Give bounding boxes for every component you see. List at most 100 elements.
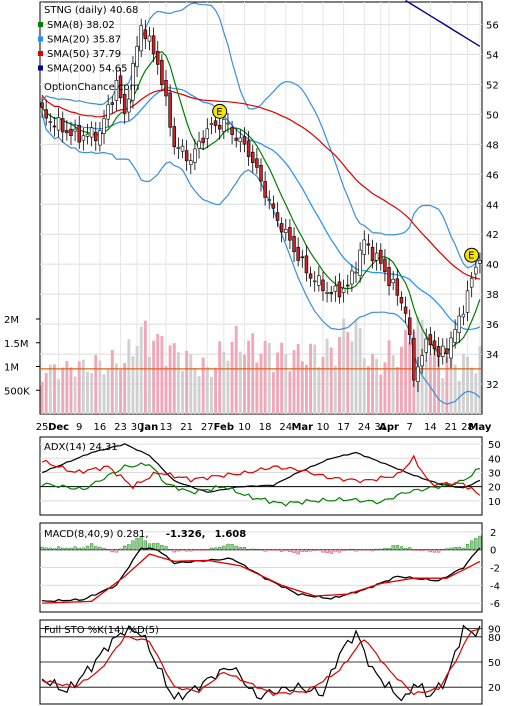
legend-label: SMA(20) 35.87 [47, 35, 121, 46]
candle-down [279, 223, 284, 233]
volume-bar [280, 342, 284, 414]
volume-bar [114, 363, 118, 414]
volume-bar [391, 355, 395, 414]
candle-up [391, 278, 395, 284]
macd-histogram-bar [222, 545, 226, 550]
sto-y-tick-label: 80 [488, 633, 501, 644]
adx-title: ADX(14) 24.31 [44, 442, 118, 453]
macd-histogram-bar [350, 548, 354, 550]
x-tick-label: 31 [374, 422, 387, 433]
candle-up [226, 122, 230, 125]
candle-down [155, 51, 160, 65]
macd-y-tick-label: -4 [490, 581, 500, 592]
volume-bar [57, 379, 61, 414]
legend-label: SMA(8) 38.02 [47, 20, 115, 31]
volume-bar [379, 374, 383, 414]
candle-up [341, 288, 346, 293]
volume-bar [251, 333, 255, 414]
volume-bar [338, 337, 341, 414]
macd-histogram-bar [77, 548, 81, 550]
earnings-marker-label: E [216, 107, 222, 118]
volume-bar [288, 371, 292, 414]
x-tick-label: Jan [140, 422, 159, 433]
volume-y-tick-label: 1M [4, 363, 19, 374]
macd-histogram-bar [61, 547, 65, 550]
macd-histogram-bar [436, 549, 441, 553]
candle-up [114, 80, 119, 101]
candle-up [147, 35, 152, 42]
volume-bar [433, 344, 436, 414]
macd-histogram-bar [432, 549, 437, 553]
volume-bar [387, 340, 391, 414]
volume-bar [135, 346, 139, 414]
volume-bar [263, 340, 267, 414]
volume-bar [189, 354, 193, 414]
volume-bar [243, 354, 246, 414]
candle-down [292, 236, 296, 253]
candle-down [321, 279, 325, 292]
x-tick-label: 10 [317, 422, 330, 433]
macd-histogram-bar [337, 549, 342, 553]
x-tick-label: 10 [238, 422, 251, 433]
macd-histogram-bar [370, 549, 375, 552]
x-tick-label: 23 [114, 422, 127, 433]
candle-up [474, 266, 478, 275]
volume-bar [255, 362, 259, 414]
volume-bar [292, 350, 296, 414]
candle-up [325, 291, 329, 294]
volume-bar [313, 344, 317, 414]
candle-up [73, 128, 77, 132]
candle-up [358, 249, 362, 276]
volume-bar [226, 360, 230, 414]
macd-histogram-bar [106, 548, 110, 550]
candle-down [122, 93, 127, 114]
volume-bar [470, 367, 474, 414]
candle-down [230, 127, 234, 135]
macd-histogram-bar [296, 549, 300, 555]
candle-down [370, 246, 375, 262]
candle-up [317, 275, 321, 286]
x-tick-label: 24 [358, 422, 371, 433]
candle-down [164, 80, 168, 97]
x-tick-label: 13 [160, 422, 173, 433]
macd-histogram-bar [89, 543, 94, 550]
candle-down [366, 243, 371, 246]
volume-bar [234, 325, 238, 414]
sma200-line [405, 0, 481, 47]
macd-histogram-bar [470, 540, 474, 550]
candle-up [461, 313, 466, 318]
price-y-tick-label: 44 [486, 200, 499, 211]
candle-down [383, 258, 387, 272]
volume-bar [358, 328, 362, 414]
macd-title-part: 1.608 [215, 529, 247, 540]
x-tick-label: 16 [94, 422, 107, 433]
macd-histogram-bar [44, 547, 48, 550]
volume-bar [259, 353, 263, 414]
volume-bar [371, 353, 374, 414]
x-tick-label: 28 [461, 422, 474, 433]
candle-up [127, 98, 131, 113]
macd-histogram-bar [251, 548, 255, 550]
volume-bar [48, 364, 52, 414]
candle-down [379, 249, 383, 264]
macd-histogram-bar [441, 549, 445, 551]
candle-up [131, 63, 135, 101]
volume-bar [214, 367, 218, 414]
candle-up [267, 199, 272, 201]
volume-bar [181, 370, 184, 414]
macd-histogram-bar [189, 549, 193, 552]
x-tick-label: May [468, 422, 491, 433]
candle-down [308, 273, 313, 279]
candle-up [48, 121, 53, 123]
macd-histogram-bar [255, 548, 259, 550]
macd-histogram-bar [114, 549, 119, 553]
candle-up [374, 252, 379, 261]
candle-down [60, 118, 65, 133]
candle-down [432, 340, 437, 350]
macd-histogram-bar [226, 543, 230, 550]
volume-bar [201, 357, 205, 414]
earnings-marker [464, 247, 480, 263]
legend-swatch [38, 51, 43, 56]
candle-down [77, 124, 81, 143]
macd-histogram-bar [317, 549, 321, 551]
